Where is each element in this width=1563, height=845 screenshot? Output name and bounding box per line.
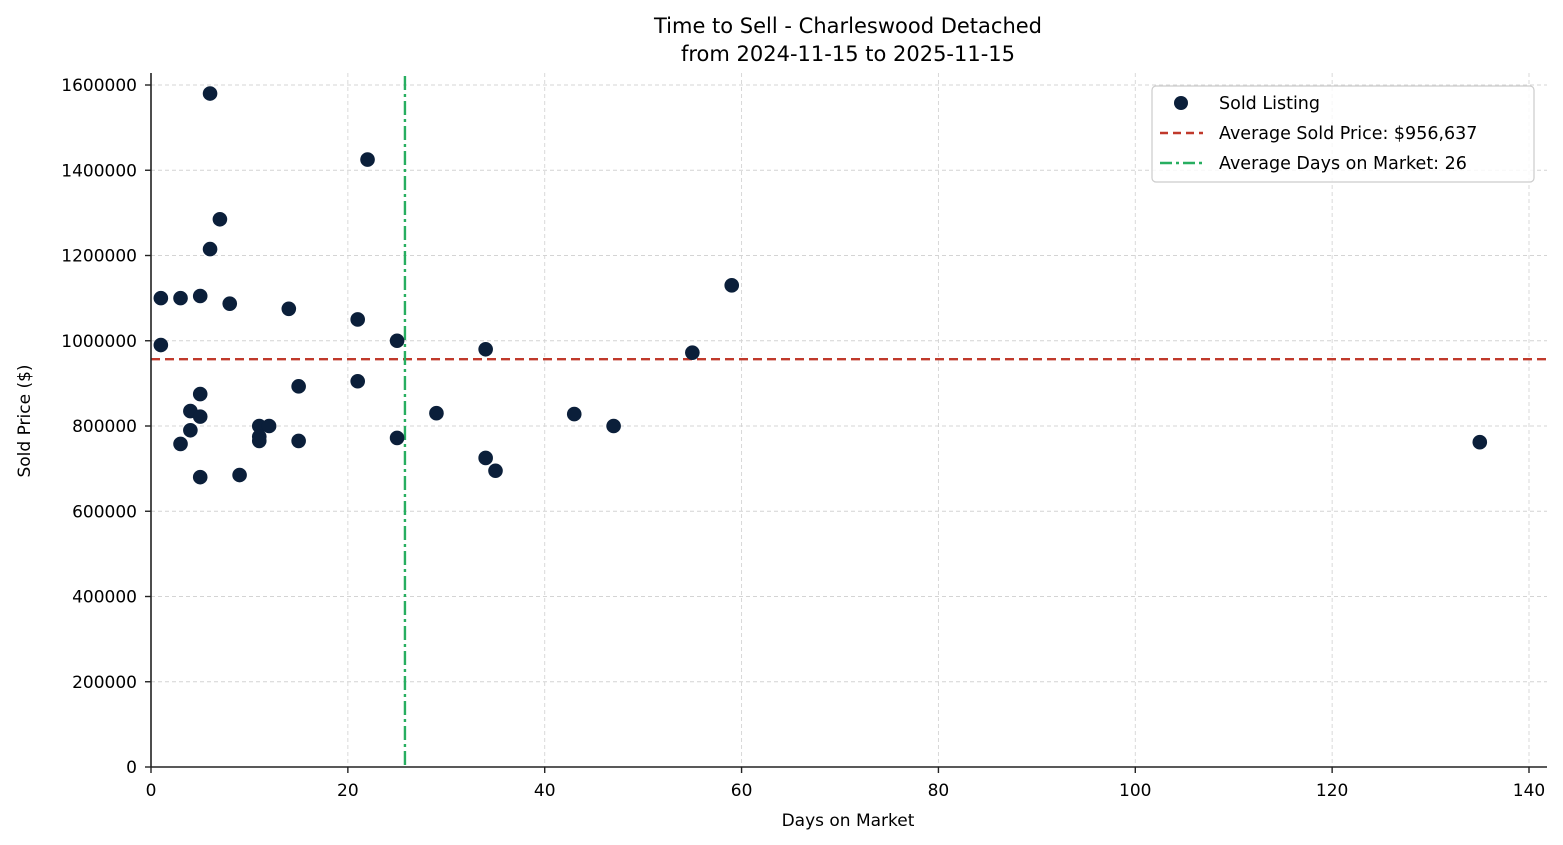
data-point	[350, 373, 366, 389]
legend-label-average-price: Average Sold Price: $956,637	[1219, 124, 1477, 144]
chart-subtitle: from 2024-11-15 to 2025-11-15	[681, 42, 1015, 66]
y-tick-label: 200000	[72, 673, 137, 693]
data-point	[281, 301, 297, 317]
x-tick-label: 40	[534, 781, 556, 801]
legend: Sold Listing Average Sold Price: $956,63…	[1151, 85, 1535, 183]
data-point	[192, 469, 208, 485]
y-tick-label: 600000	[72, 502, 137, 522]
data-point	[566, 406, 582, 422]
data-point	[183, 422, 198, 438]
x-axis-label: Days on Market	[782, 811, 915, 831]
data-points	[153, 86, 1488, 485]
data-point	[212, 211, 228, 227]
data-point	[360, 152, 375, 167]
legend-box	[1151, 85, 1535, 183]
legend-label-average-days: Average Days on Market: 26	[1219, 154, 1467, 174]
x-tick-label: 100	[1119, 781, 1151, 801]
x-tick-label: 120	[1316, 781, 1348, 801]
data-point	[192, 409, 208, 424]
data-point	[606, 418, 621, 434]
data-point	[685, 345, 700, 360]
data-point	[232, 467, 247, 483]
data-point	[192, 288, 208, 304]
data-point	[389, 333, 405, 349]
y-tick-label: 1600000	[61, 76, 137, 96]
data-point	[202, 86, 218, 101]
x-tick-label: 80	[928, 781, 950, 801]
x-tick-label: 140	[1513, 781, 1545, 801]
data-point	[153, 337, 169, 353]
data-point	[1472, 434, 1488, 450]
y-tick-label: 0	[126, 758, 137, 778]
chart-title: Time to Sell - Charleswood Detached	[653, 14, 1042, 38]
x-tick-label: 20	[337, 781, 359, 801]
y-tick-label: 1200000	[61, 247, 137, 267]
data-point	[291, 433, 306, 449]
y-tick-label: 1000000	[61, 332, 137, 352]
grid-lines	[151, 73, 1547, 767]
data-point	[153, 290, 169, 306]
y-axis-label: Sold Price ($)	[15, 364, 35, 477]
x-tick-label: 0	[146, 781, 157, 801]
data-point	[488, 463, 503, 479]
y-tick-label: 800000	[72, 417, 137, 437]
y-tick-label: 1400000	[61, 161, 137, 181]
data-point	[350, 312, 366, 327]
data-point	[173, 290, 188, 306]
data-point	[222, 296, 238, 311]
data-point	[251, 433, 267, 449]
legend-label-sold-listing: Sold Listing	[1219, 94, 1320, 114]
data-point	[173, 436, 188, 452]
data-point	[202, 241, 218, 257]
data-point	[478, 341, 493, 357]
y-axis-ticks: 0 200000 400000 600000 800000 1000000 1200000 1…	[61, 76, 151, 778]
y-tick-label: 400000	[72, 588, 137, 608]
data-point	[291, 379, 306, 394]
data-point	[724, 278, 740, 293]
x-tick-label: 60	[731, 781, 753, 801]
data-point	[429, 405, 444, 421]
data-point	[389, 430, 405, 446]
data-point	[261, 418, 277, 434]
legend-dot-icon	[1174, 96, 1188, 110]
data-point	[192, 386, 208, 402]
data-point	[478, 450, 493, 466]
x-axis-ticks: 0 20 40 60 80 100 120 140	[146, 767, 1545, 801]
